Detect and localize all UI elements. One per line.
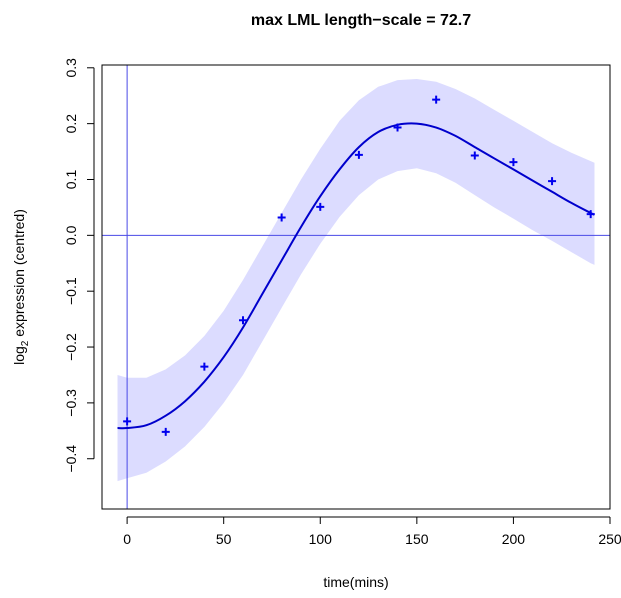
data-point (586, 210, 595, 219)
y-tick-label: 0.0 (63, 225, 79, 245)
y-tick-label: −0.4 (63, 445, 79, 473)
y-axis-label-main: log (11, 346, 27, 365)
y-tick-label: −0.1 (63, 277, 79, 305)
y-tick-label: −0.3 (63, 389, 79, 417)
data-point (123, 417, 132, 426)
confidence-band-layer (117, 79, 595, 482)
y-tick-label: 0.2 (63, 114, 79, 134)
confidence-band (117, 79, 595, 482)
y-axis-label: log2 expression (centred) (11, 209, 31, 365)
mean-curve-layer (117, 122, 595, 430)
x-tick-label: 200 (502, 531, 526, 547)
x-tick-label: 50 (216, 531, 232, 547)
data-point (277, 213, 286, 222)
y-axis: −0.4 −0.3 −0.2 −0.1 0.0 0.1 0.2 0.3 (63, 58, 95, 473)
x-tick-label: 0 (123, 531, 131, 547)
y-tick-label: 0.1 (63, 170, 79, 190)
mean-curve (117, 122, 595, 430)
y-tick-label: −0.2 (63, 333, 79, 361)
chart-title: max LML length−scale = 72.7 (251, 12, 471, 29)
x-axis-label: time(mins) (323, 574, 388, 590)
y-tick-label: 0.3 (63, 58, 79, 78)
data-point (354, 150, 363, 159)
data-point (509, 158, 518, 167)
data-point (470, 151, 479, 160)
data-point (393, 123, 402, 132)
reference-lines-layer (102, 65, 610, 509)
x-axis: 0 50 100 150 200 250 (123, 516, 621, 547)
x-tick-label: 100 (309, 531, 333, 547)
data-points-layer (123, 95, 595, 436)
data-point (432, 95, 441, 104)
x-tick-label: 150 (405, 531, 429, 547)
data-point (161, 427, 170, 436)
x-tick-label: 250 (598, 531, 621, 547)
y-axis-label-subscript: 2 (20, 340, 31, 346)
data-point (239, 316, 248, 325)
y-axis-label-rest: expression (centred) (11, 209, 27, 341)
plot-frame (101, 64, 611, 510)
data-point (548, 177, 557, 186)
data-point (316, 202, 325, 211)
data-point (200, 362, 209, 371)
